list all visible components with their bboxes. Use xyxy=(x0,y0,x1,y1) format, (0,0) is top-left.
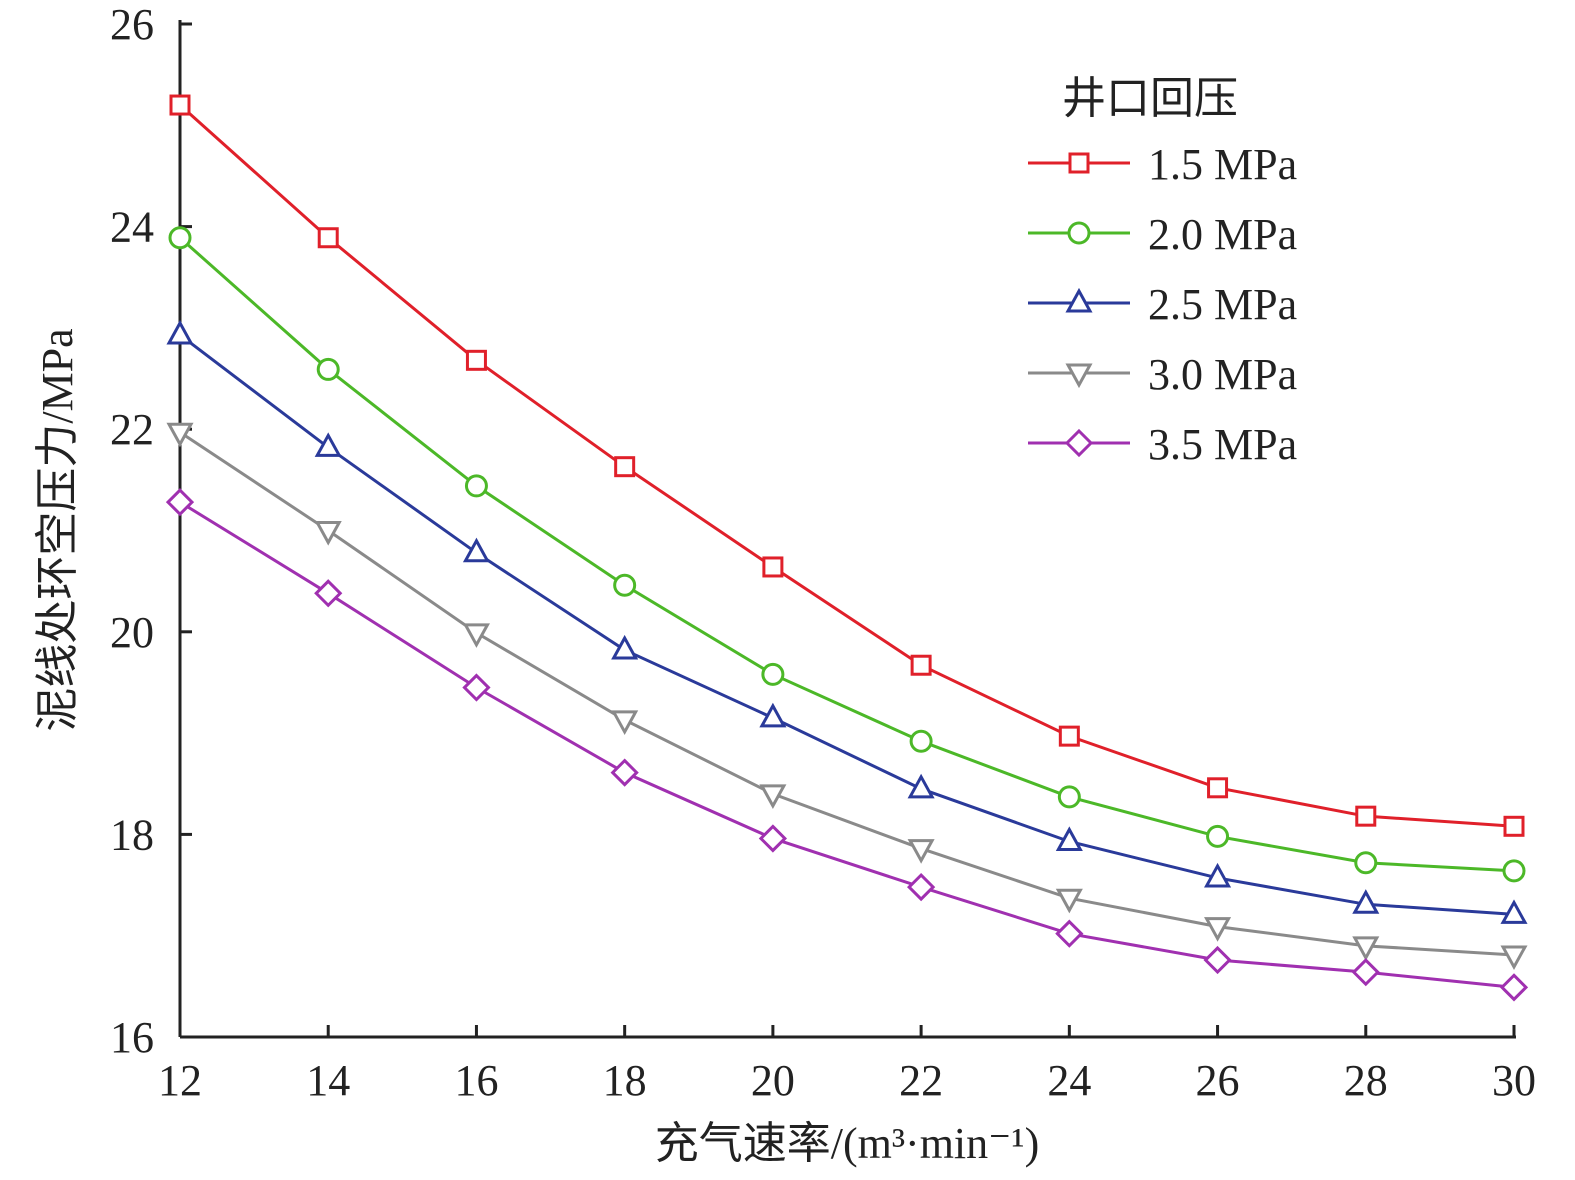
data-point xyxy=(1058,725,1080,747)
x-tick-label: 24 xyxy=(1047,1056,1091,1105)
data-point xyxy=(758,824,788,853)
data-point xyxy=(1204,917,1232,942)
data-point xyxy=(1502,859,1526,883)
data-point xyxy=(762,556,784,578)
data-point xyxy=(317,227,339,249)
legend-label: 1.5 MPa xyxy=(1148,140,1297,189)
data-point xyxy=(759,702,787,728)
data-point xyxy=(165,488,195,517)
y-tick-label: 26 xyxy=(110,0,154,49)
axes: 16 18 20 22 24 26 12 14 16 18 20 22 24 26 28 30 xyxy=(110,0,1536,1105)
data-point xyxy=(910,654,932,676)
legend-marker xyxy=(1068,152,1090,174)
data-point xyxy=(314,432,342,457)
data-point xyxy=(1057,785,1081,809)
legend-marker xyxy=(1067,221,1091,245)
data-point xyxy=(462,673,491,702)
legend-marker xyxy=(1065,287,1093,313)
data-point xyxy=(464,474,488,498)
series-25 xyxy=(166,319,1528,924)
data-point xyxy=(465,349,487,371)
series-line xyxy=(179,333,1515,916)
y-axis-label: 泥线处环空压力/MPa xyxy=(33,328,82,731)
data-point xyxy=(169,94,191,116)
x-tick-label: 30 xyxy=(1492,1056,1536,1105)
series-line xyxy=(179,236,1515,873)
data-point xyxy=(1354,851,1378,875)
data-point xyxy=(1055,919,1084,948)
y-tick-label: 18 xyxy=(110,810,154,859)
y-tick-label: 22 xyxy=(110,405,154,454)
data-point xyxy=(166,422,194,448)
data-point xyxy=(1203,945,1232,975)
data-point xyxy=(1499,973,1529,1002)
series-20 xyxy=(168,226,1526,883)
data-point xyxy=(1352,936,1380,961)
data-point xyxy=(1352,889,1380,914)
y-tick-label: 16 xyxy=(110,1013,154,1062)
x-axis-label: 充气速率/(m³·min⁻¹) xyxy=(655,1119,1039,1168)
x-tick-label: 18 xyxy=(603,1056,647,1105)
data-point xyxy=(1207,777,1229,799)
legend-label: 3.5 MPa xyxy=(1148,420,1297,469)
legend-marker xyxy=(1065,363,1093,389)
data-point xyxy=(611,710,639,736)
data-point xyxy=(168,226,192,250)
data-point xyxy=(314,521,342,546)
series-line xyxy=(178,103,1515,828)
x-tick-label: 28 xyxy=(1344,1056,1388,1105)
data-point xyxy=(1204,862,1232,888)
data-point xyxy=(906,872,936,902)
data-point xyxy=(1055,826,1083,851)
data-point xyxy=(610,758,639,787)
x-tick-label: 22 xyxy=(899,1056,943,1105)
data-point xyxy=(1355,805,1377,827)
data-point xyxy=(314,579,343,608)
data-point xyxy=(462,623,490,648)
data-point xyxy=(1500,899,1528,924)
data-point xyxy=(909,729,933,753)
y-tick-label: 20 xyxy=(110,608,154,657)
legend-marker xyxy=(1064,428,1094,458)
data-point xyxy=(462,537,490,563)
data-point xyxy=(1500,945,1528,971)
data-point xyxy=(614,456,636,478)
x-tick-label: 12 xyxy=(158,1056,202,1105)
data-point xyxy=(759,784,787,809)
x-tick-label: 14 xyxy=(306,1056,350,1105)
data-point xyxy=(1351,958,1380,987)
legend: 井口回压 1.5 MPa 2.0 MPa 2.5 MPa 3.0 MPa 3.5 MPa xyxy=(1028,74,1297,469)
y-tick-label: 24 xyxy=(110,203,154,252)
legend-label: 2.5 MPa xyxy=(1148,280,1297,329)
data-point xyxy=(1206,824,1230,848)
x-tick-label: 20 xyxy=(751,1056,795,1105)
series-35 xyxy=(165,488,1529,1002)
data-point xyxy=(613,573,637,597)
series-30 xyxy=(166,422,1528,971)
data-point xyxy=(907,773,935,799)
series-line xyxy=(179,430,1515,957)
legend-label: 2.0 MPa xyxy=(1148,210,1297,259)
legend-title: 井口回压 xyxy=(1062,74,1238,123)
x-tick-label: 16 xyxy=(454,1056,498,1105)
data-point xyxy=(316,357,340,381)
data-point xyxy=(907,839,935,864)
data-point xyxy=(761,662,785,686)
data-point xyxy=(166,319,194,345)
series-group xyxy=(165,94,1529,1002)
data-point xyxy=(1503,815,1525,837)
legend-label: 3.0 MPa xyxy=(1148,350,1297,399)
data-point xyxy=(1055,888,1083,914)
data-point xyxy=(611,634,639,660)
series-15 xyxy=(169,94,1525,837)
x-tick-label: 26 xyxy=(1196,1056,1240,1105)
series-line xyxy=(179,500,1515,989)
